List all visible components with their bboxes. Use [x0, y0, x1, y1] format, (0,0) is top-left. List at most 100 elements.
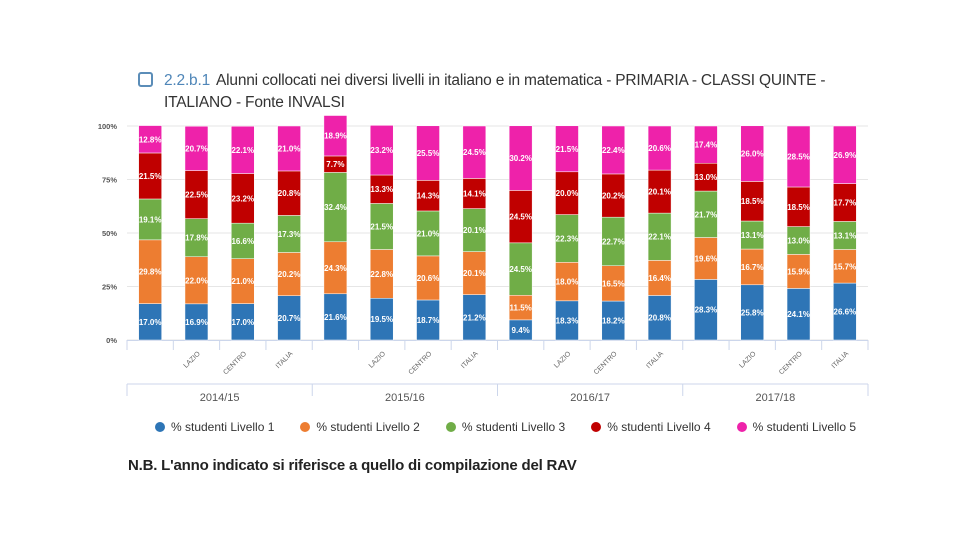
chart-title-code: 2.2.b.1 — [164, 72, 211, 89]
bar-segment — [416, 125, 440, 181]
y-tick-label: 25% — [102, 283, 117, 292]
chart-legend: % studenti Livello 1 % studenti Livello 2… — [155, 420, 856, 434]
data-label: 23.2% — [231, 194, 254, 203]
group-label: 2015/16 — [385, 392, 425, 404]
legend-item[interactable]: % studenti Livello 3 — [445, 420, 566, 434]
data-label: 15.9% — [787, 267, 810, 276]
data-label: 22.8% — [370, 270, 393, 279]
data-label: 28.3% — [695, 306, 718, 315]
data-label: 17.4% — [695, 141, 718, 150]
x-category-label: LAZIO — [738, 350, 758, 370]
bar-segment — [647, 125, 672, 171]
data-label: 21.0% — [278, 144, 301, 153]
bar-segment — [786, 125, 811, 188]
data-label: 13.0% — [787, 236, 810, 245]
bar-segment — [694, 125, 718, 164]
data-label: 25.8% — [741, 308, 764, 317]
data-label: 17.0% — [231, 318, 254, 327]
legend-item[interactable]: % studenti Livello 5 — [736, 420, 857, 434]
data-label: 17.7% — [834, 199, 857, 208]
data-label: 13.1% — [741, 231, 764, 240]
data-label: 18.3% — [556, 316, 579, 325]
data-label: 21.5% — [370, 222, 393, 231]
data-label: 22.0% — [185, 276, 208, 285]
bar-segment — [231, 125, 255, 174]
data-label: 12.8% — [139, 135, 162, 144]
data-label: 24.5% — [463, 148, 486, 157]
x-category-label: LAZIO — [368, 350, 388, 370]
legend-marker-icon — [445, 422, 456, 432]
legend-item[interactable]: % studenti Livello 2 — [300, 420, 420, 434]
data-label: 20.7% — [278, 314, 301, 323]
data-label: 16.9% — [185, 318, 208, 327]
group-label: 2017/18 — [755, 392, 795, 404]
data-label: 24.3% — [324, 264, 347, 273]
data-label: 9.4% — [512, 326, 530, 335]
data-label: 22.5% — [185, 191, 208, 200]
data-label: 26.6% — [834, 308, 857, 317]
data-label: 18.5% — [741, 197, 764, 206]
data-label: 17.8% — [185, 234, 208, 243]
bar-segment — [369, 125, 394, 176]
data-label: 7.7% — [326, 160, 344, 169]
x-category-label: ITALIA — [275, 350, 295, 370]
data-label: 24.5% — [509, 213, 532, 222]
legend-label: % studenti Livello 4 — [607, 420, 711, 434]
x-category-label: CENTRO — [222, 350, 248, 376]
data-label: 13.1% — [834, 231, 857, 240]
data-label: 20.1% — [463, 269, 486, 278]
checkbox-icon[interactable] — [138, 72, 153, 87]
data-label: 20.0% — [556, 189, 579, 198]
data-label: 14.1% — [463, 190, 486, 199]
bar-segment — [601, 125, 626, 175]
y-tick-label: 50% — [102, 229, 117, 238]
data-label: 28.5% — [787, 152, 810, 161]
data-label: 13.3% — [370, 185, 393, 194]
bar-segment — [138, 125, 162, 154]
bar-segment — [740, 125, 764, 182]
x-category-label: LAZIO — [183, 350, 203, 370]
data-label: 22.1% — [231, 146, 254, 155]
data-label: 26.9% — [834, 151, 857, 160]
data-label: 24.5% — [509, 265, 532, 274]
data-label: 20.8% — [278, 189, 301, 198]
data-label: 21.5% — [139, 172, 162, 181]
x-category-label: CENTRO — [593, 350, 619, 376]
data-label: 24.1% — [787, 310, 810, 319]
legend-item[interactable]: % studenti Livello 4 — [591, 420, 711, 434]
data-label: 20.8% — [648, 314, 671, 323]
x-category-label: ITALIA — [645, 350, 665, 370]
data-label: 18.9% — [324, 132, 347, 141]
data-label: 11.5% — [510, 304, 532, 313]
data-label: 13.0% — [695, 173, 718, 182]
bar-segment — [833, 125, 857, 184]
data-label: 30.2% — [509, 154, 532, 163]
y-tick-label: 75% — [102, 176, 117, 185]
data-label: 23.2% — [370, 146, 393, 155]
data-label: 21.0% — [231, 277, 254, 286]
y-tick-label: 100% — [98, 122, 118, 131]
data-label: 22.7% — [602, 237, 625, 246]
data-label: 19.5% — [370, 315, 393, 324]
chart-title: 2.2.b.1 Alunni collocati nei diversi live… — [138, 70, 878, 114]
data-label: 29.8% — [139, 268, 162, 277]
legend-label: % studenti Livello 5 — [752, 420, 857, 434]
data-label: 21.6% — [324, 313, 347, 322]
x-category-label: CENTRO — [408, 350, 434, 376]
footnote: N.B. L'anno indicato si riferisce a quel… — [128, 457, 577, 474]
group-label: 2014/15 — [200, 392, 240, 404]
data-label: 17.0% — [139, 318, 162, 327]
data-label: 21.7% — [695, 210, 718, 219]
data-label: 16.7% — [741, 263, 764, 272]
data-label: 20.2% — [602, 192, 625, 201]
data-label: 18.5% — [787, 203, 810, 212]
data-label: 19.1% — [139, 215, 162, 224]
data-label: 20.2% — [278, 270, 301, 279]
legend-label: % studenti Livello 3 — [461, 420, 566, 434]
data-label: 18.2% — [602, 317, 625, 326]
data-label: 16.5% — [602, 279, 625, 288]
bar-segment — [277, 125, 301, 172]
data-label: 17.3% — [278, 230, 301, 239]
legend-item[interactable]: % studenti Livello 1 — [155, 420, 274, 434]
